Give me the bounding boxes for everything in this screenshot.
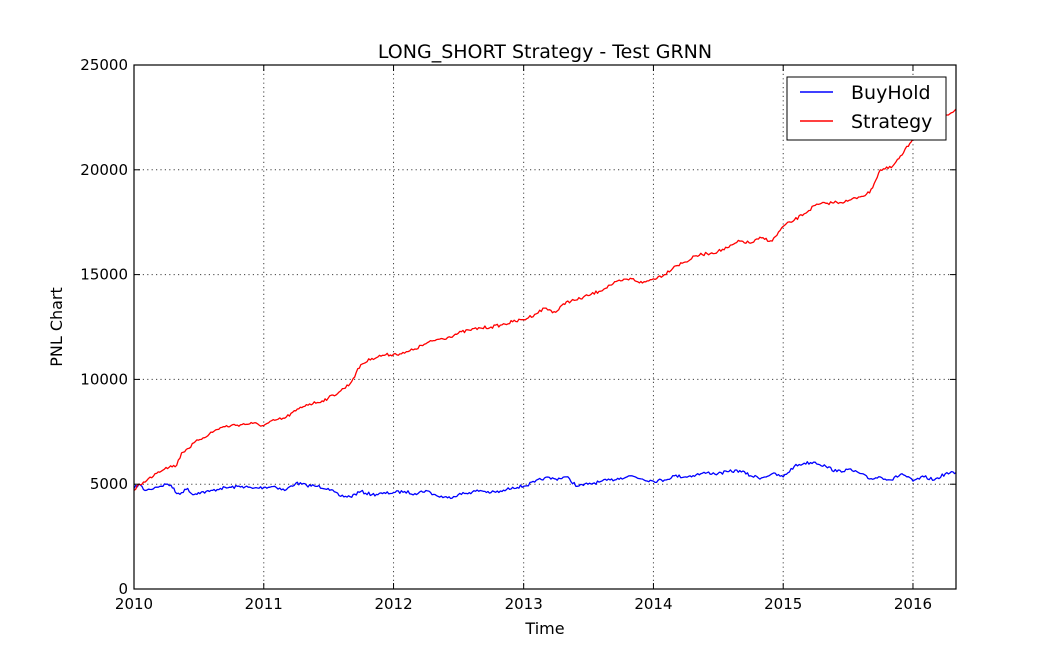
- x-tick-label: 2016: [894, 595, 932, 613]
- y-tick-label: 15000: [80, 266, 128, 284]
- x-tick-label: 2012: [374, 595, 412, 613]
- y-tick-label: 10000: [80, 370, 128, 388]
- axis-ticks: 2010 2011 2012 2013 2014 2015 2016 0 5000 10000 15…: [80, 56, 956, 613]
- x-tick-label: 2010: [115, 595, 153, 613]
- x-tick-label: 2014: [634, 595, 672, 613]
- plot-frame: [133, 64, 957, 590]
- y-tick-label: 0: [118, 580, 128, 598]
- y-tick-label: 5000: [90, 475, 128, 493]
- chart-title: LONG_SHORT Strategy - Test GRNN: [378, 41, 712, 63]
- x-tick-label: 2013: [505, 595, 543, 613]
- x-tick-label: 2015: [764, 595, 802, 613]
- y-tick-label: 20000: [80, 161, 128, 179]
- legend: BuyHold Strategy: [786, 76, 947, 141]
- legend-label-buyhold: BuyHold: [851, 82, 931, 104]
- x-tick-label: 2011: [245, 595, 283, 613]
- legend-box: [786, 76, 947, 141]
- series-line-strategy: [133, 108, 957, 492]
- series-line-buyhold: [133, 461, 957, 500]
- series-lines: [133, 108, 957, 500]
- grid-lines: [133, 64, 956, 590]
- legend-label-strategy: Strategy: [851, 111, 932, 133]
- y-axis-title: PNL Chart: [47, 287, 66, 367]
- y-tick-label: 25000: [80, 56, 128, 74]
- x-axis-title: Time: [524, 619, 564, 638]
